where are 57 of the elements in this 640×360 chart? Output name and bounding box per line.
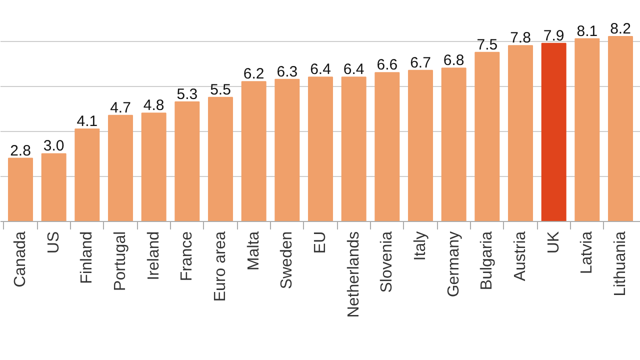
data-label: 5.5 [210,81,231,98]
data-label: 7.9 [543,27,564,44]
x-tick-label: Euro area [212,231,229,302]
data-label: 6.4 [310,61,331,78]
x-tick-label: Canada [12,231,29,288]
bar [541,42,566,222]
x-tick-label: Netherlands [345,231,362,318]
bar [208,96,233,222]
bar [274,78,300,222]
x-tick-label: US [45,231,62,254]
x-tick-label: Germany [445,231,462,298]
bar [374,72,400,222]
data-label: 3.0 [43,138,64,155]
bar [8,158,33,222]
bar [141,112,166,222]
data-label: 6.7 [410,54,431,72]
x-tick-label: Finland [78,231,96,284]
x-tick-label: UK [545,231,562,254]
data-label: 8.1 [576,22,598,40]
data-label: 8.2 [610,20,631,38]
x-tick-label: Portugal [112,231,129,291]
x-tick-label: Ireland [145,231,162,280]
x-tick-label: Bulgaria [478,231,496,290]
bar [441,68,466,222]
bar [508,45,533,222]
data-label: 4.1 [76,112,98,130]
bar [308,76,333,222]
bar [108,114,133,222]
x-tick-label: Slovenia [378,231,396,293]
x-tick-label: Malta [245,231,262,270]
data-label: 4.8 [143,97,164,114]
data-label: 6.4 [343,61,364,78]
x-tick-label: France [178,231,196,282]
data-label: 6.6 [376,56,398,74]
bar [608,36,633,222]
bar [341,76,366,222]
data-label: 6.3 [276,63,298,80]
data-label: 6.2 [243,66,264,83]
bar [74,128,100,222]
data-label: 4.7 [110,99,131,116]
data-label: 5.3 [176,86,198,103]
data-label: 2.8 [10,142,31,160]
x-tick-label: Sweden [278,231,296,290]
data-label: 6.8 [443,52,464,70]
x-tick-label: Austria [512,231,529,282]
bar [241,81,266,222]
bar [408,70,433,222]
x-tick-label: EU [312,231,329,254]
x-tick-label: Italy [412,231,429,261]
data-label: 7.5 [476,36,498,54]
bar [474,52,500,222]
bar [574,38,600,222]
data-label: 7.8 [510,30,531,47]
bar [174,101,200,222]
x-tick-label: Latvia [578,231,596,274]
bar [41,153,66,222]
x-tick-label: Lithuania [612,231,629,296]
